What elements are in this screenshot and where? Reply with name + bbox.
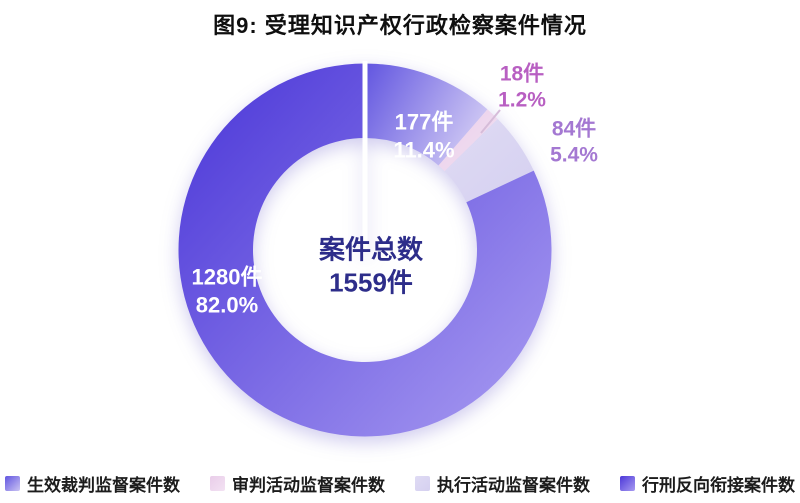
leader-line-18-icon	[480, 109, 501, 134]
center-label-title: 案件总数	[318, 234, 424, 265]
segment-percent-value: 5.4%	[550, 144, 598, 167]
legend-item-shenpan: 审判活动监督案件数	[210, 471, 385, 496]
legend-label: 生效裁判监督案件数	[27, 475, 180, 495]
legend-label: 审判活动监督案件数	[232, 475, 385, 495]
legend-label: 行刑反向衔接案件数	[642, 475, 795, 495]
donut-center-label: 案件总数 1559件	[319, 233, 423, 299]
donut-segment-1280	[178, 63, 552, 437]
legend-swatch-icon	[210, 475, 225, 491]
segment-label-177: 177件 11.4%	[393, 108, 454, 163]
segment-cases-value: 18件	[499, 62, 545, 86]
legend-item-shengxiao: 生效裁判监督案件数	[5, 471, 180, 496]
chart-title: 图9: 受理知识产权行政检察案件情况	[213, 13, 587, 38]
legend-item-xingxing: 行刑反向衔接案件数	[620, 471, 795, 496]
donut-segment-84	[444, 118, 534, 203]
segment-cases-value: 177件	[394, 109, 454, 135]
segment-percent-value: 82.0%	[195, 292, 259, 317]
segment-percent-value: 11.4%	[393, 137, 455, 162]
donut-segment-18	[438, 109, 498, 172]
legend-swatch-icon	[415, 475, 430, 491]
segment-cases-value: 1280件	[191, 264, 263, 290]
legend-item-zhixing: 执行活动监督案件数	[415, 471, 590, 496]
donut-segment-177	[365, 63, 488, 166]
segment-label-1280: 1280件 82.0%	[192, 263, 263, 318]
legend: 生效裁判监督案件数 审判活动监督案件数 执行活动监督案件数 行刑反向衔接案件数	[0, 468, 800, 498]
legend-swatch-icon	[620, 475, 635, 491]
segment-label-18: 18件 1.2%	[498, 62, 546, 115]
segment-cases-value: 84件	[551, 117, 597, 141]
legend-swatch-icon	[5, 475, 20, 491]
segment-percent-value: 1.2%	[498, 89, 546, 112]
segment-label-84: 84件 5.4%	[550, 117, 598, 170]
center-label-total: 1559件	[329, 267, 413, 297]
legend-label: 执行活动监督案件数	[437, 475, 590, 495]
